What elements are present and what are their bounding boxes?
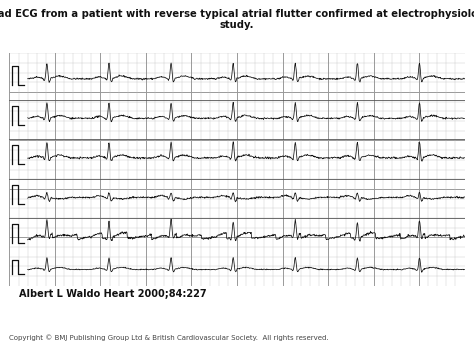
Text: Albert L Waldo Heart 2000;84:227: Albert L Waldo Heart 2000;84:227	[19, 289, 207, 299]
Text: 12 lead ECG from a patient with reverse typical atrial flutter confirmed at elec: 12 lead ECG from a patient with reverse …	[0, 9, 474, 19]
Text: Heart: Heart	[406, 330, 445, 343]
Text: study.: study.	[220, 20, 254, 29]
Text: Copyright © BMJ Publishing Group Ltd & British Cardiovascular Society.  All righ: Copyright © BMJ Publishing Group Ltd & B…	[9, 334, 329, 341]
